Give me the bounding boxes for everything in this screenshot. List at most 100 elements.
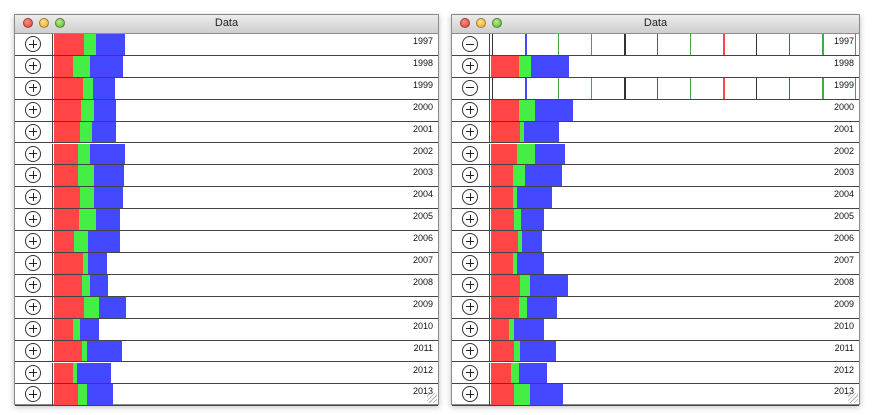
expand-row-button[interactable] xyxy=(452,99,490,121)
expand-row-button[interactable] xyxy=(15,34,53,55)
expand-row-button[interactable] xyxy=(15,209,53,231)
bar-segment-red xyxy=(54,318,74,340)
expand-row-button[interactable] xyxy=(15,340,53,362)
bar-segment-red xyxy=(491,143,518,165)
bar-segment-red xyxy=(491,274,520,296)
expand-row-button[interactable] xyxy=(452,253,490,274)
expand-row-button[interactable] xyxy=(15,253,53,274)
expand-row-button[interactable] xyxy=(15,121,53,143)
expand-row-button[interactable] xyxy=(15,187,53,209)
table-row: 1998 xyxy=(15,55,438,78)
bar-segment-green xyxy=(519,99,536,121)
collapse-row-button[interactable] xyxy=(452,34,490,55)
bar-segment-green xyxy=(82,274,90,296)
expand-row-button[interactable] xyxy=(452,231,490,252)
bar-segment-green xyxy=(74,231,89,252)
expand-row-button[interactable] xyxy=(15,384,53,406)
close-window-icon[interactable] xyxy=(460,18,470,28)
bar-segment-blue xyxy=(80,318,100,340)
plus-circle-icon xyxy=(462,101,478,118)
table-row: 2009 xyxy=(452,296,859,319)
expand-row-button[interactable] xyxy=(15,165,53,187)
zoom-window-icon[interactable] xyxy=(492,18,502,28)
expand-row-button[interactable] xyxy=(452,384,490,406)
expand-row-button[interactable] xyxy=(452,143,490,165)
segment-tick xyxy=(492,77,493,99)
table-row: 1997 xyxy=(452,34,859,56)
bar-segment-red xyxy=(491,55,520,77)
plus-circle-icon xyxy=(462,57,478,74)
bar-segment-green xyxy=(80,187,95,209)
table-row: 2001 xyxy=(452,121,859,144)
plus-circle-icon xyxy=(462,342,478,359)
expand-row-button[interactable] xyxy=(15,274,53,296)
table-row: 2002 xyxy=(15,143,438,166)
segment-tick xyxy=(789,34,790,55)
table-row: 2006 xyxy=(15,231,438,253)
plus-circle-icon xyxy=(462,123,478,140)
minimize-window-icon[interactable] xyxy=(476,18,486,28)
expand-row-button[interactable] xyxy=(15,296,53,318)
bar-segment-green xyxy=(518,231,523,252)
resize-grip-icon[interactable] xyxy=(848,393,858,403)
plus-circle-icon xyxy=(25,57,41,74)
year-label: 2009 xyxy=(833,298,854,309)
bar-segment-green xyxy=(511,362,520,384)
table-row: 2007 xyxy=(15,253,438,275)
bar-segment-blue xyxy=(519,340,556,362)
expand-row-button[interactable] xyxy=(452,274,490,296)
expand-row-button[interactable] xyxy=(452,165,490,187)
expand-row-button[interactable] xyxy=(452,121,490,143)
expand-row-button[interactable] xyxy=(15,362,53,384)
title-bar[interactable]: Data xyxy=(452,15,859,34)
close-window-icon[interactable] xyxy=(23,18,33,28)
expand-row-button[interactable] xyxy=(15,318,53,340)
expand-row-button[interactable] xyxy=(452,340,490,362)
bar-segment-blue xyxy=(90,143,125,165)
expand-row-button[interactable] xyxy=(15,231,53,252)
expand-row-button[interactable] xyxy=(452,318,490,340)
table-row: 2008 xyxy=(452,274,859,297)
table-row: 2010 xyxy=(15,318,438,341)
year-label: 2000 xyxy=(833,101,854,112)
bar-segment-red xyxy=(491,187,514,209)
table-row: 2011 xyxy=(15,340,438,363)
table-row: 2009 xyxy=(15,296,438,319)
expand-row-button[interactable] xyxy=(452,296,490,318)
year-label: 1998 xyxy=(833,57,854,68)
bar-segment-blue xyxy=(523,121,559,143)
bar-segment-red xyxy=(54,121,81,143)
title-bar[interactable]: Data xyxy=(15,15,438,34)
table-row: 2005 xyxy=(15,209,438,232)
segment-tick xyxy=(723,77,725,99)
expand-row-button[interactable] xyxy=(15,99,53,121)
plus-circle-icon xyxy=(25,255,41,271)
plus-circle-icon xyxy=(25,320,41,337)
minimize-window-icon[interactable] xyxy=(39,18,49,28)
table-row: 2013 xyxy=(452,384,859,407)
table-row: 2012 xyxy=(15,362,438,385)
segment-tick xyxy=(690,34,691,55)
expand-row-button[interactable] xyxy=(452,209,490,231)
table-row: 1999 xyxy=(15,77,438,100)
plus-circle-icon xyxy=(462,386,478,403)
expand-row-button[interactable] xyxy=(15,55,53,77)
segment-tick xyxy=(822,34,824,55)
table-row: 2013 xyxy=(15,384,438,407)
expand-row-button[interactable] xyxy=(15,77,53,99)
year-label: 2001 xyxy=(833,123,854,134)
bar-segment-green xyxy=(80,121,93,143)
segment-tick xyxy=(756,34,757,55)
expand-row-button[interactable] xyxy=(452,55,490,77)
expand-row-button[interactable] xyxy=(452,362,490,384)
resize-grip-icon[interactable] xyxy=(427,393,437,403)
collapse-row-button[interactable] xyxy=(452,77,490,99)
data-window-right: Data 1997 1998 1999 2000 2001 2002 2003 2004 200… xyxy=(451,14,860,407)
expand-row-button[interactable] xyxy=(15,143,53,165)
bar-segment-red xyxy=(54,209,80,231)
bar-segment-green xyxy=(519,121,524,143)
zoom-window-icon[interactable] xyxy=(55,18,65,28)
expand-row-button[interactable] xyxy=(452,187,490,209)
plus-circle-icon xyxy=(462,255,478,271)
year-label: 1999 xyxy=(833,79,854,90)
